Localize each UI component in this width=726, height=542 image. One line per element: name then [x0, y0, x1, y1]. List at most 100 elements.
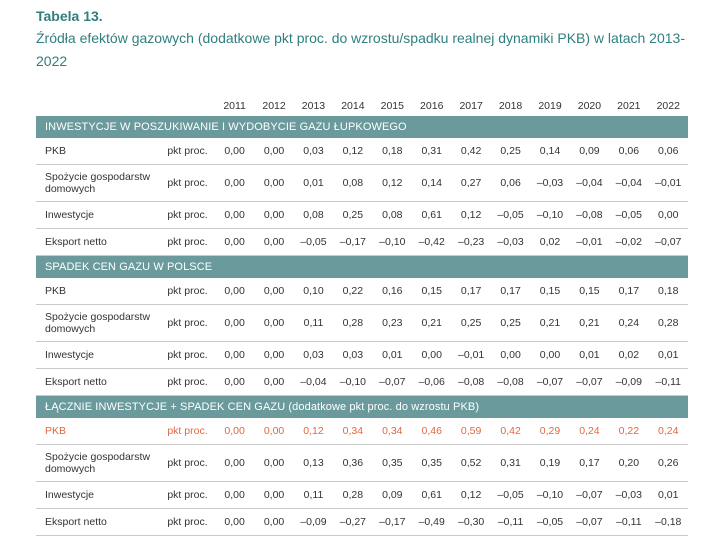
table-cell: 0,59 [451, 418, 491, 445]
year-header: 2018 [498, 100, 523, 112]
table-cell: 0,25 [490, 138, 531, 165]
year-header: 2016 [420, 100, 444, 112]
table-cell: –0,08 [451, 368, 491, 396]
table-cell: 0,17 [609, 278, 649, 305]
year-header: 2011 [223, 100, 246, 112]
table-cell: 0,34 [372, 418, 413, 445]
section-title: INWESTYCJE W POSZUKIWANIE I WYDOBYCIE GA… [36, 116, 688, 138]
table-cell: 0,00 [214, 201, 255, 229]
table-cell: –0,18 [648, 508, 688, 536]
table-cell: 0,20 [609, 444, 649, 482]
table-cell: 0,42 [490, 418, 531, 445]
row-unit: pkt proc. [161, 481, 215, 509]
section-title: SPADEK CEN GAZU W POLSCE [36, 255, 688, 278]
table-row: PKB pkt proc. 0,00 0,00 0,12 0,34 0,34 0,46 0,59… [36, 418, 688, 445]
table-cell: 0,21 [412, 304, 452, 342]
table-body: INWESTYCJE W POSZUKIWANIE I WYDOBYCIE GA… [36, 116, 688, 536]
table-cell: 0,00 [254, 368, 294, 396]
row-unit: pkt proc. [161, 278, 215, 305]
table-cell: 0,36 [333, 444, 373, 482]
table-cell: 0,01 [372, 341, 413, 369]
row-unit: pkt proc. [161, 228, 215, 256]
table-cell: 0,25 [451, 304, 491, 342]
table-cell: 0,24 [648, 418, 688, 445]
table-cell: 0,02 [530, 228, 570, 256]
table-row: Eksport netto pkt proc. 0,00 0,00 –0,04 –0,10… [36, 368, 688, 396]
table-cell: 0,46 [412, 418, 452, 445]
row-label: Inwestycje [36, 481, 162, 509]
table-cell: 0,02 [609, 341, 649, 369]
row-label: Inwestycje [36, 201, 162, 229]
table-cell: 0,06 [609, 138, 649, 165]
table-cell: 0,61 [412, 201, 452, 229]
table-cell: 0,12 [333, 138, 373, 165]
table-cell: 0,29 [530, 418, 570, 445]
table-cell: 0,00 [214, 228, 255, 256]
table-cell: 0,00 [214, 164, 255, 202]
table-cell: –0,07 [569, 368, 610, 396]
table-cell: –0,05 [490, 201, 531, 229]
row-label: Eksport netto [36, 508, 162, 536]
table-cell: 0,18 [648, 278, 688, 305]
table-cell: –0,17 [333, 228, 373, 256]
table-cell: 0,00 [214, 278, 255, 305]
table-cell: –0,07 [372, 368, 413, 396]
table-cell: 0,27 [451, 164, 491, 202]
row-label: Spożycie gospodarstw domowych [36, 444, 162, 482]
table-cell: –0,03 [490, 228, 531, 256]
table-cell: 0,08 [372, 201, 413, 229]
section-header-row: ŁĄCZNIE INWESTYCJE + SPADEK CEN GAZU (do… [36, 395, 688, 418]
table-cell: 0,00 [254, 418, 294, 445]
table-cell: 0,12 [451, 201, 491, 229]
table-cell: 0,00 [254, 228, 294, 256]
table-cell: 0,18 [372, 138, 413, 165]
table-cell: –0,05 [609, 201, 649, 229]
table-cell: 0,10 [293, 278, 334, 305]
table-cell: 0,00 [254, 508, 294, 536]
table-row: Inwestycje pkt proc. 0,00 0,00 0,03 0,03 0,01 0… [36, 341, 688, 369]
table-cell: –0,07 [530, 368, 570, 396]
table-title: Źródła efektów gazowych (dodatkowe pkt p… [36, 30, 685, 69]
table-cell: 0,24 [569, 418, 610, 445]
table-cell: 0,06 [490, 164, 531, 202]
table-cell: 0,15 [412, 278, 452, 305]
row-unit: pkt proc. [161, 138, 215, 165]
year-header-row: 2011 2012 2013 2014 2015 2016 2017 2018 2019 2020… [36, 96, 688, 116]
row-label: Eksport netto [36, 228, 162, 256]
table-label: Tabela 13. [36, 8, 103, 24]
table-cell: 0,09 [569, 138, 610, 165]
table-cell: –0,11 [490, 508, 531, 536]
table-cell: 0,22 [609, 418, 649, 445]
table-cell: –0,04 [569, 164, 610, 202]
table-cell: 0,03 [293, 341, 334, 369]
row-unit: pkt proc. [161, 444, 215, 482]
table-row: Inwestycje pkt proc. 0,00 0,00 0,11 0,28 0,09 0… [36, 481, 688, 509]
table-cell: 0,00 [254, 164, 294, 202]
year-header: 2015 [380, 100, 404, 112]
table-cell: 0,25 [490, 304, 531, 342]
data-table: 2011 2012 2013 2014 2015 2016 2017 2018 2019 2020… [36, 96, 688, 536]
table-cell: –0,03 [609, 481, 649, 509]
table-cell: 0,03 [333, 341, 373, 369]
table-cell: 0,00 [254, 304, 294, 342]
table-cell: 0,08 [333, 164, 373, 202]
table-cell: 0,42 [451, 138, 491, 165]
row-label: Spożycie gospodarstw domowych [36, 164, 162, 202]
table-cell: 0,00 [214, 481, 255, 509]
table-cell: –0,42 [412, 228, 452, 256]
table-cell: –0,02 [609, 228, 649, 256]
table-cell: 0,00 [490, 341, 531, 369]
table-row: Eksport netto pkt proc. 0,00 0,00 –0,09 –0,27… [36, 508, 688, 536]
table-cell: 0,31 [412, 138, 452, 165]
table-cell: 0,09 [372, 481, 413, 509]
table-cell: –0,07 [569, 508, 610, 536]
table-cell: 0,00 [254, 278, 294, 305]
table-cell: 0,28 [333, 304, 373, 342]
table-cell: 0,61 [412, 481, 452, 509]
table-cell: 0,00 [254, 201, 294, 229]
row-label: PKB [36, 138, 162, 165]
table-cell: 0,00 [254, 138, 294, 165]
year-header: 2017 [459, 100, 483, 112]
table-cell: –0,49 [412, 508, 452, 536]
table-cell: 0,03 [293, 138, 334, 165]
